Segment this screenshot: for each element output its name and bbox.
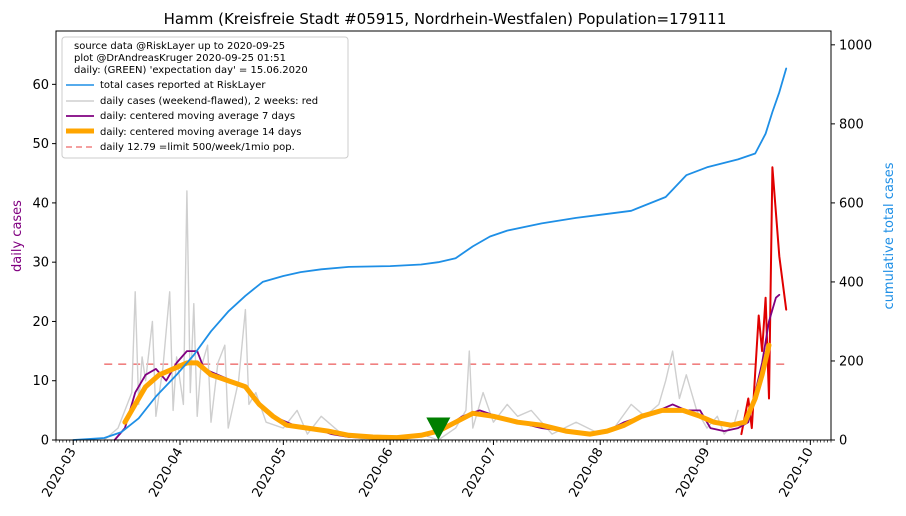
right-axis-tick-label: 800 xyxy=(839,117,864,132)
right-y-axis-label: cumulative total cases xyxy=(882,162,897,309)
legend-header-line: source data @RiskLayer up to 2020-09-25 xyxy=(74,41,285,52)
plot-area xyxy=(72,67,790,441)
plot-frame xyxy=(55,30,832,441)
right-axis-tick-label: 400 xyxy=(839,275,864,290)
series-total-line xyxy=(72,67,788,441)
legend-box xyxy=(61,36,349,159)
right-axis-tick-label: 600 xyxy=(839,196,864,211)
left-axis-tick-label: 60 xyxy=(32,78,49,93)
left-axis-tick-label: 40 xyxy=(32,196,49,211)
right-axis-tick-label: 200 xyxy=(839,354,864,369)
left-y-axis-label: daily cases xyxy=(10,200,25,272)
right-axis-tick-label: 1000 xyxy=(839,38,872,53)
left-y-axis: 0 10 20 30 40 50 60 xyxy=(32,78,56,449)
left-axis-tick-label: 30 xyxy=(32,256,49,271)
legend-label-ma7: daily: centered moving average 7 days xyxy=(100,111,295,122)
legend-header-line: daily: (GREEN) 'expectation day' = 15.06… xyxy=(74,65,308,76)
chart-title: Hamm (Kreisfreie Stadt #05915, Nordrhein… xyxy=(164,10,727,28)
legend: source data @RiskLayer up to 2020-09-25 … xyxy=(61,36,349,159)
right-y-axis: 0 200 400 600 800 1000 xyxy=(831,38,872,449)
legend-label-total: total cases reported at RiskLayer xyxy=(100,80,266,91)
expectation-day-marker xyxy=(426,417,451,440)
legend-label-ma14: daily: centered moving average 14 days xyxy=(100,127,301,138)
right-axis-tick-label: 0 xyxy=(839,434,847,449)
left-axis-tick-label: 50 xyxy=(32,137,49,152)
left-axis-tick-label: 0 xyxy=(41,434,49,449)
left-axis-tick-label: 20 xyxy=(32,315,49,330)
legend-header-line: plot @DrAndreasKruger 2020-09-25 01:51 xyxy=(74,53,286,64)
legend-label-limit: daily 12.79 =limit 500/week/1mio pop. xyxy=(100,142,295,153)
left-axis-tick-label: 10 xyxy=(32,374,49,389)
legend-label-daily: daily cases (weekend-flawed), 2 weeks: r… xyxy=(100,96,318,107)
